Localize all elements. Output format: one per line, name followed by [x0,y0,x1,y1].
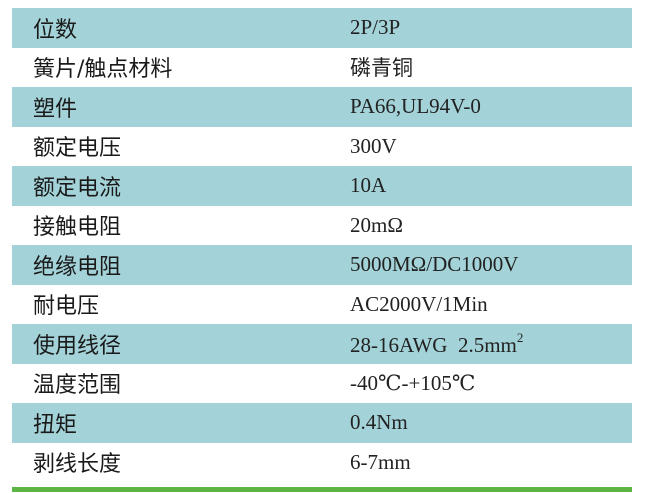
spec-label: 位数 [33,17,78,43]
spec-label: 剥线长度 [33,452,122,478]
spec-value: 5000MΩ/DC1000V [350,252,519,277]
table-row: 额定电压 300V [12,127,632,167]
table-row: 绝缘电阻 5000MΩ/DC1000V [12,245,632,285]
spec-value: 28-16AWG 2.5mm [350,332,517,357]
spec-value: -40℃-+105℃ [350,370,476,395]
table-row: 剥线长度 6-7mm [12,443,632,483]
table-row: 使用线径 28-16AWG 2.5mm2 [12,324,632,364]
spec-table: 位数 2P/3P 簧片/触点材料 磷青铜 塑件 PA66,UL94V-0 额定电压 30… [12,8,632,482]
spec-value: AC2000V/1Min [350,291,488,316]
spec-label: 簧片/触点材料 [33,57,173,83]
spec-value: 300V [350,133,397,158]
spec-label: 扭矩 [33,412,78,438]
spec-value-wrap: 28-16AWG 2.5mm2 [350,330,523,358]
spec-value: 2P/3P [350,15,401,40]
spec-label: 绝缘电阻 [33,254,122,280]
table-row: 额定电流 10A [12,166,632,206]
table-row: 接触电阻 20mΩ [12,206,632,246]
table-row: 温度范围 -40℃-+105℃ [12,364,632,404]
spec-value: 20mΩ [350,212,403,237]
table-row: 塑件 PA66,UL94V-0 [12,87,632,127]
spec-label: 接触电阻 [33,215,122,241]
spec-value: 磷青铜 [350,56,413,81]
table-row: 簧片/触点材料 磷青铜 [12,48,632,88]
spec-value: 0.4Nm [350,410,408,435]
superscript: 2 [516,329,524,345]
table-row: 扭矩 0.4Nm [12,403,632,443]
table-row: 耐电压 AC2000V/1Min [12,285,632,325]
spec-label: 使用线径 [33,333,122,359]
spec-label: 塑件 [33,96,78,122]
spec-value: PA66,UL94V-0 [350,94,481,119]
spec-label: 额定电压 [33,136,122,162]
spec-label: 温度范围 [33,373,122,399]
bottom-divider [12,487,632,492]
spec-value: 10A [350,173,387,198]
table-row: 位数 2P/3P [12,8,632,48]
spec-label: 耐电压 [33,294,100,320]
spec-label: 额定电流 [33,175,122,201]
spec-value: 6-7mm [350,449,411,474]
